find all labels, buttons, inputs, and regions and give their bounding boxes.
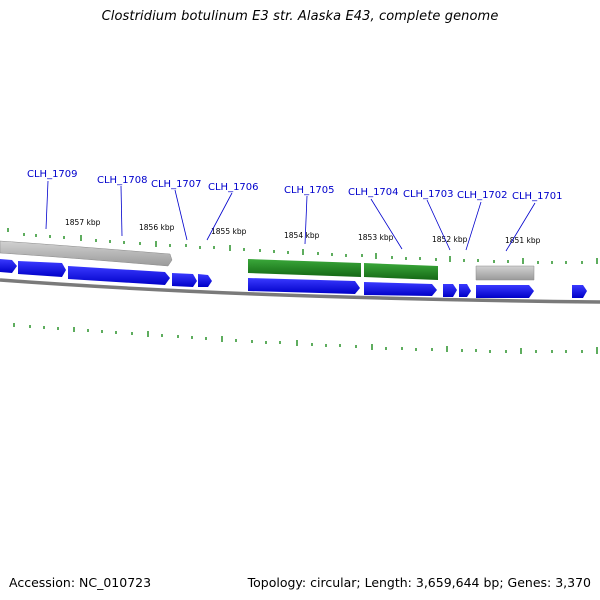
gene-label[interactable]: CLH_1704: [348, 187, 399, 198]
outer-tick-row: [7, 228, 598, 264]
forward-gene-feature: [476, 285, 534, 298]
gene-label[interactable]: CLH_1705: [284, 185, 335, 196]
forward-gene-feature: [68, 266, 170, 285]
kbp-label: 1851 kbp: [505, 236, 541, 245]
gene-label[interactable]: CLH_1709: [27, 169, 78, 180]
forward-gene-feature: [18, 261, 66, 277]
rna-feature: [475, 265, 535, 281]
kbp-label: 1856 kbp: [139, 223, 175, 232]
forward-gene-feature: [459, 284, 471, 297]
kbp-label: 1852 kbp: [432, 235, 468, 244]
gene-label[interactable]: CLH_1707: [151, 179, 202, 190]
forward-gene-feature: [248, 278, 360, 294]
map-title: Clostridium botulinum E3 str. Alaska E43…: [101, 9, 499, 24]
gene-label[interactable]: CLH_1702: [457, 190, 508, 201]
reverse-gene-feature: [248, 259, 361, 277]
label-leaders: [45, 180, 536, 252]
gene-label[interactable]: CLH_1706: [208, 182, 259, 193]
forward-gene-feature: [572, 285, 587, 298]
reverse-gene-feature: [364, 263, 438, 280]
forward-gene-feature: [0, 259, 17, 273]
gene-label[interactable]: CLH_1703: [403, 189, 454, 200]
inner-tick-row: [13, 323, 598, 354]
genome-summary-text: Topology: circular; Length: 3,659,644 bp…: [247, 575, 591, 590]
kbp-label: 1857 kbp: [65, 218, 101, 227]
rna-feature: [0, 240, 173, 267]
forward-gene-feature: [443, 284, 457, 297]
gene-label[interactable]: CLH_1708: [97, 175, 148, 186]
forward-gene-feature: [198, 274, 212, 287]
kbp-label: 1854 kbp: [284, 231, 320, 240]
forward-gene-feature: [364, 282, 437, 296]
kbp-label: 1853 kbp: [358, 233, 394, 242]
genome-backbone: [0, 278, 600, 304]
kbp-label: 1855 kbp: [211, 227, 247, 236]
forward-gene-feature: [172, 273, 197, 287]
gene-label[interactable]: CLH_1701: [512, 191, 563, 202]
accession-text: Accession: NC_010723: [9, 575, 152, 590]
